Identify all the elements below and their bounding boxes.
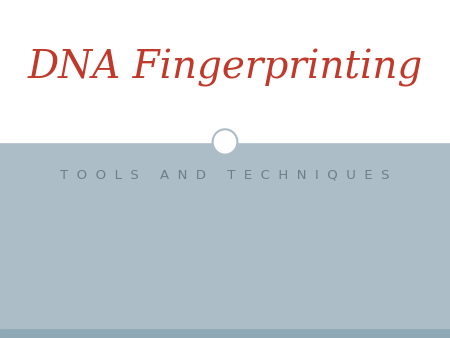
Text: DNA Fingerprinting: DNA Fingerprinting xyxy=(27,49,423,87)
Bar xyxy=(0,328,450,338)
Ellipse shape xyxy=(212,129,238,155)
Bar xyxy=(0,0,450,142)
Bar xyxy=(0,142,450,328)
Text: T  O  O  L  S     A  N  D     T  E  C  H  N  I  Q  U  E  S: T O O L S A N D T E C H N I Q U E S xyxy=(60,169,390,182)
